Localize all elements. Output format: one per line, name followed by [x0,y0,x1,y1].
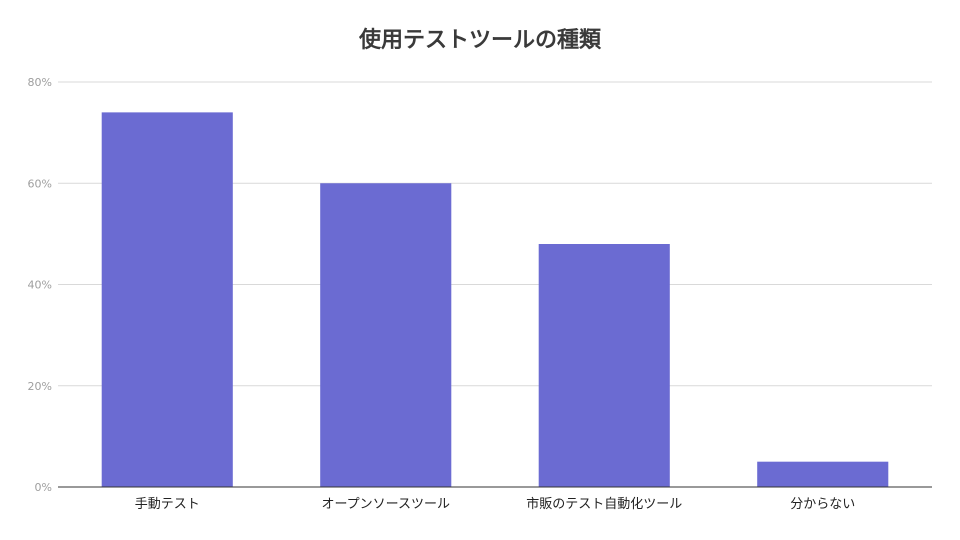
y-tick-label: 0% [35,481,52,494]
x-tick-label: 市販のテスト自動化ツール [526,496,682,512]
bar [757,461,889,487]
x-tick-labels: 手動テスト オープンソースツール 市販のテスト自動化ツール 分からない [135,496,856,512]
x-tick-label: 手動テスト [135,497,200,512]
x-tick-label: 分からない [790,497,855,512]
y-tick-label: 60% [28,177,52,190]
bar [538,244,670,487]
bar [101,112,233,487]
bars [101,112,889,487]
y-tick-labels: 0% 20% 40% 60% 80% [28,76,52,494]
y-tick-label: 80% [28,76,52,89]
y-tick-label: 20% [28,380,52,393]
x-tick-label: オープンソースツール [321,497,450,512]
chart-title: 使用テストツールの種類 [358,28,601,53]
bar [320,183,452,487]
y-tick-label: 40% [28,279,52,292]
